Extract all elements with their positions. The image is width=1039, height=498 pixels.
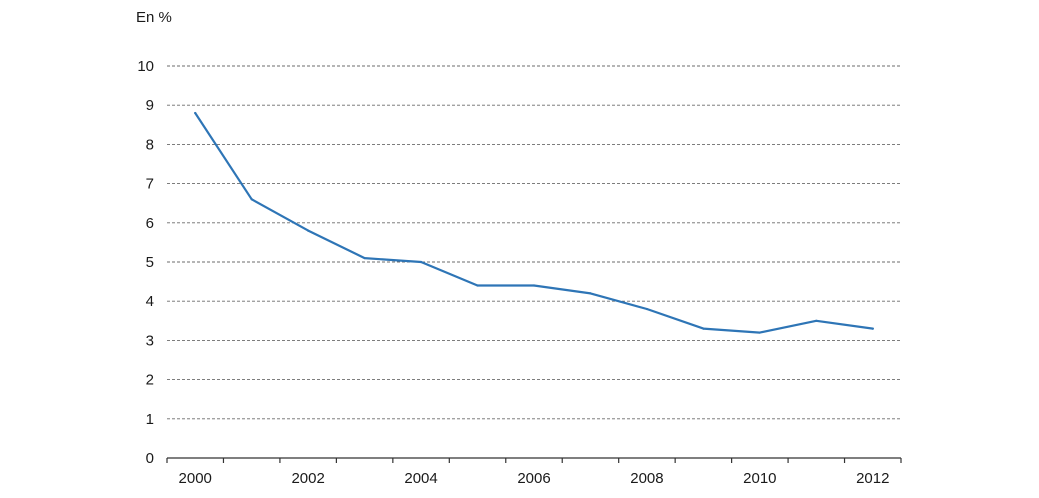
data-point (419, 260, 423, 264)
y-tick-label: 7 (146, 176, 154, 193)
data-point (645, 307, 649, 311)
x-tick-label: 2010 (743, 470, 776, 487)
y-axis-unit-label: En % (136, 9, 172, 26)
data-point (250, 198, 253, 201)
data-point (758, 331, 761, 334)
y-tick-label: 1 (146, 411, 154, 428)
y-tick-label: 8 (146, 136, 154, 153)
data-point (815, 319, 818, 322)
data-point (589, 292, 592, 295)
y-tick-label: 3 (146, 332, 154, 349)
y-axis-tick-labels: 0 1 2 3 4 5 6 7 8 9 10 (137, 58, 154, 467)
x-axis: 2000 2002 2004 2006 2008 2010 2012 (166, 457, 902, 487)
x-tick-label: 2000 (179, 470, 212, 487)
x-tick-label: 2006 (517, 470, 550, 487)
gridlines (167, 65, 901, 420)
data-point (532, 284, 536, 287)
x-tick-label: 2002 (291, 470, 324, 487)
data-point (307, 229, 310, 232)
x-tick-label: 2008 (630, 470, 663, 487)
x-tick-label: 2012 (856, 470, 889, 487)
data-point (476, 284, 479, 287)
y-tick-label: 5 (146, 254, 154, 271)
y-tick-label: 0 (146, 450, 154, 467)
y-tick-label: 10 (137, 58, 154, 75)
y-tick-label: 6 (146, 215, 154, 232)
y-tick-label: 4 (146, 293, 154, 310)
data-point (363, 256, 366, 260)
y-tick-label: 2 (146, 372, 154, 389)
series-layer (194, 111, 874, 334)
data-point (871, 327, 874, 330)
data-point (194, 111, 197, 115)
y-tick-label: 9 (146, 97, 154, 114)
data-point (702, 327, 705, 330)
x-tick-label: 2004 (404, 470, 437, 487)
